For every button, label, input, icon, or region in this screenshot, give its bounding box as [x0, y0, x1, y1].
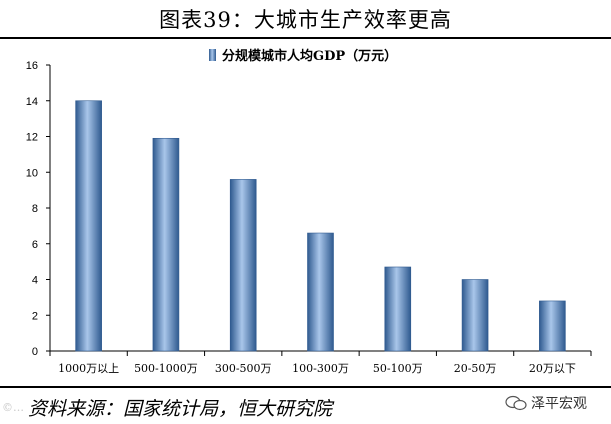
y-tick-label: 0	[32, 346, 38, 358]
y-tick-label: 10	[26, 167, 38, 179]
bottom-divider	[0, 386, 611, 388]
x-category-label: 50-100万	[373, 362, 423, 375]
bar	[75, 100, 102, 352]
top-divider	[0, 37, 611, 39]
bar	[229, 179, 257, 352]
x-category-label: 300-500万	[215, 362, 272, 375]
legend-swatch	[209, 49, 216, 61]
y-tick-label: 14	[26, 96, 38, 108]
bar	[152, 137, 180, 352]
legend-label: 分规模城市人均GDP（万元）	[222, 48, 397, 64]
y-tick-label: 2	[32, 310, 38, 322]
legend: 分规模城市人均GDP（万元）	[209, 48, 397, 64]
brand-name: 泽平宏观	[531, 396, 587, 412]
bar	[461, 279, 489, 352]
x-category-label: 500-1000万	[134, 362, 198, 375]
wechat-icon	[505, 395, 527, 411]
y-tick-label: 16	[26, 60, 38, 72]
chart-title: 图表39：大城市生产效率更高	[159, 8, 452, 32]
bar-chart: 分规模城市人均GDP（万元） 0 2 4 6 8 10 12 14 16 1000万以上 500-1…	[26, 48, 592, 375]
x-category-label: 100-300万	[292, 362, 349, 375]
brand-badge: 泽平宏观	[505, 393, 609, 415]
source-note: 资料来源：国家统计局，恒大研究院	[28, 398, 333, 420]
y-tick-label: 4	[32, 275, 38, 287]
x-category-label: 1000万以上	[58, 362, 119, 375]
y-tick-label: 12	[26, 132, 38, 144]
bar	[307, 232, 334, 352]
watermark: ©…	[2, 401, 24, 414]
bar	[539, 300, 566, 352]
bar	[384, 266, 412, 352]
y-tick-label: 8	[32, 203, 38, 215]
x-category-label: 20-50万	[454, 362, 497, 375]
y-tick-label: 6	[32, 239, 38, 251]
x-category-label: 20万以下	[529, 362, 576, 375]
